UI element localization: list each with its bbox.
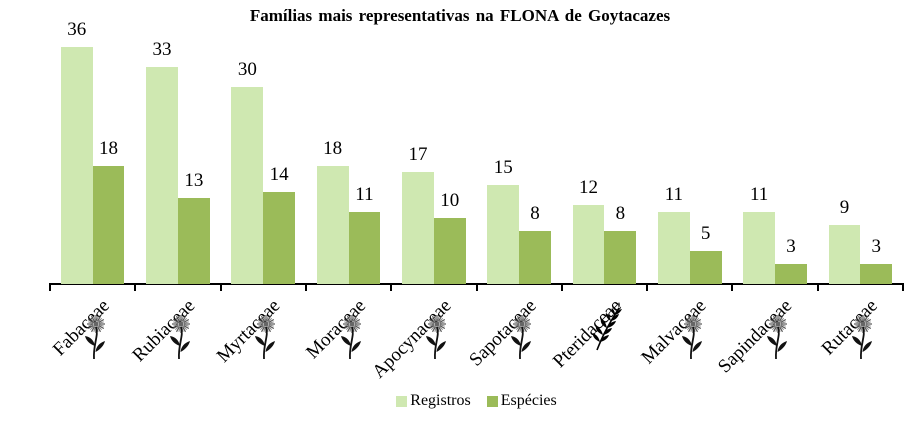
bar-value-label: 14 — [269, 163, 289, 185]
legend-item-especies: Espécies — [486, 392, 557, 409]
axis-tick — [475, 283, 478, 291]
bar-value-label: 11 — [664, 183, 683, 205]
axis-tick — [560, 283, 563, 291]
legend-label: Espécies — [500, 392, 557, 409]
bar-value-label: 33 — [152, 38, 172, 60]
bar-value-label: 8 — [615, 203, 626, 225]
bar-value-label: 18 — [99, 137, 119, 159]
axis-tick — [731, 283, 734, 291]
bar-especies-pteridaceae — [604, 231, 637, 284]
bar-value-label: 36 — [67, 19, 87, 40]
bar-value-label: 18 — [323, 137, 343, 159]
bar-value-label: 10 — [440, 190, 460, 212]
axis-tick — [134, 283, 137, 291]
legend-swatch-registros — [396, 395, 408, 407]
bar-registros-rutaceae — [828, 224, 861, 284]
axis-tick — [219, 283, 222, 291]
axis-tick — [816, 283, 819, 291]
axis-tick — [902, 283, 904, 291]
flower-icon — [339, 314, 365, 360]
flower-icon — [765, 314, 791, 360]
legend-item-registros: Registros — [396, 392, 471, 409]
flower-icon — [168, 314, 194, 360]
bar-value-label: 30 — [237, 58, 257, 80]
bar-value-label: 9 — [839, 196, 850, 218]
bar-especies-fabaceae — [92, 165, 125, 284]
bar-value-label: 15 — [493, 157, 513, 179]
bar-especies-sapindaceae — [775, 264, 807, 284]
axis-tick — [49, 283, 51, 291]
bar-registros-moraceae — [316, 165, 349, 284]
axis-tick — [390, 283, 393, 291]
flower-icon — [680, 314, 706, 360]
legend-swatch-especies — [486, 395, 498, 407]
bar-value-label: 11 — [355, 183, 374, 205]
flower-icon — [850, 314, 876, 360]
bar-especies-malvaceae — [689, 251, 722, 284]
chart-title: Famílias mais representativas na FLONA d… — [249, 6, 671, 25]
bar-especies-moraceae — [348, 211, 381, 284]
axis-tick — [646, 283, 649, 291]
bar-especies-myrtaceae — [263, 191, 296, 284]
bar-value-label: 13 — [184, 170, 204, 192]
bar-registros-malvaceae — [657, 211, 690, 284]
legend: Registros Espécies — [50, 393, 903, 409]
bar-especies-apocynaceae — [433, 218, 466, 284]
bar-value-label: 3 — [871, 236, 882, 258]
bar-registros-sapindaceae — [743, 211, 776, 284]
bar-registros-fabaceae — [60, 47, 93, 284]
bar-registros-apocynaceae — [402, 172, 434, 284]
bar-value-label: 12 — [579, 177, 599, 198]
flower-icon — [509, 314, 535, 360]
flower-icon — [424, 314, 450, 360]
bar-value-label: 11 — [749, 183, 769, 205]
bar-registros-pteridaceae — [572, 205, 605, 284]
bar-registros-myrtaceae — [231, 86, 264, 284]
axis-tick — [304, 283, 307, 291]
bar-value-label: 8 — [530, 203, 540, 225]
bar-especies-rutaceae — [860, 264, 893, 284]
bar-especies-rubiaceae — [177, 198, 210, 284]
bar-especies-sapotaceae — [519, 231, 551, 284]
flower-icon — [83, 314, 109, 360]
fern-icon — [592, 302, 626, 352]
bar-value-label: 3 — [786, 236, 796, 258]
bar-registros-sapotaceae — [487, 185, 520, 284]
bar-value-label: 5 — [700, 223, 711, 245]
bar-value-label: 17 — [408, 144, 428, 166]
flower-icon — [253, 314, 279, 360]
legend-label: Registros — [410, 392, 471, 409]
bar-registros-rubiaceae — [146, 66, 178, 284]
